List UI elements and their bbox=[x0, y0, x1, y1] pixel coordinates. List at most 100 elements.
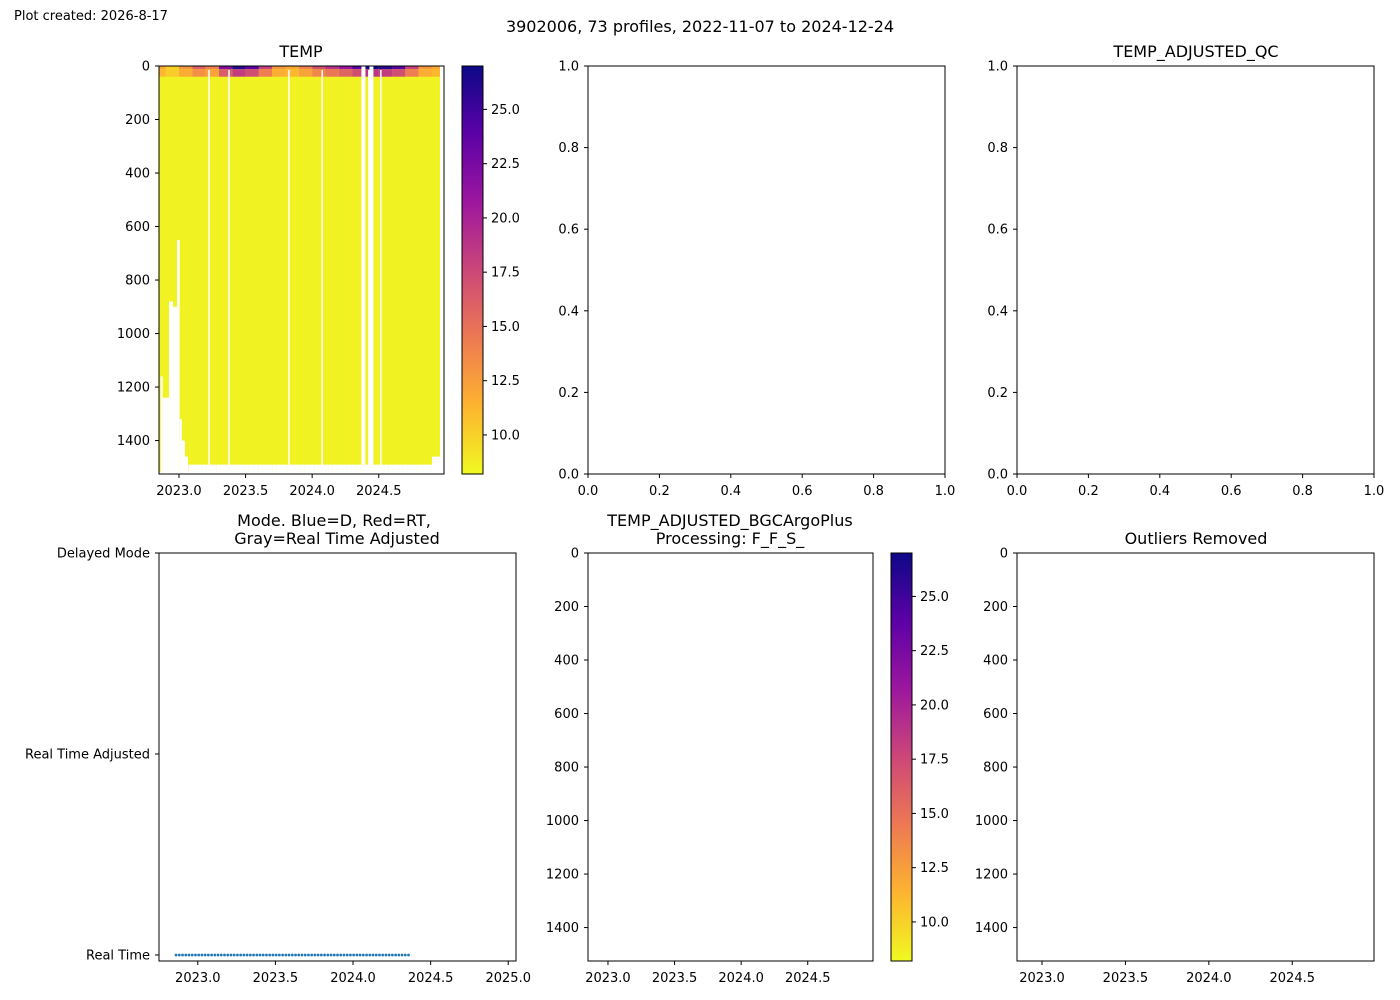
temp-bottom-edge bbox=[370, 464, 375, 474]
y-tick-label: 200 bbox=[554, 600, 579, 615]
bgc-title-line2: Processing: F_F_S_ bbox=[656, 529, 805, 549]
temp-subsurface-cell bbox=[338, 69, 353, 77]
temp-surface-cell bbox=[205, 66, 219, 70]
temp-bottom-edge bbox=[244, 464, 249, 474]
colorbar-tick-label: 15.0 bbox=[491, 320, 520, 335]
temp-bottom-edge bbox=[374, 464, 380, 474]
y-tick-label: 200 bbox=[983, 600, 1008, 615]
temp-data-gap bbox=[162, 397, 169, 474]
mode-point bbox=[374, 953, 378, 957]
temp-bottom-edge bbox=[197, 464, 203, 474]
mode-point bbox=[403, 953, 407, 957]
x-tick-label: 2024.0 bbox=[1186, 971, 1232, 986]
temp-surface-cell bbox=[245, 66, 259, 70]
temp-bottom-edge bbox=[253, 464, 259, 474]
temp-bottom-edge bbox=[346, 464, 352, 474]
figure-suptitle: 3902006, 73 profiles, 2022-11-07 to 2024… bbox=[506, 17, 894, 36]
temp-surface-cell bbox=[258, 66, 273, 70]
mode-point bbox=[336, 953, 339, 957]
temp-adjusted-qc-title: TEMP_ADJUSTED_QC bbox=[1112, 42, 1278, 62]
mode-point bbox=[381, 953, 385, 957]
temp-bottom-edge bbox=[393, 464, 399, 474]
y-tick-label: 1400 bbox=[546, 921, 579, 936]
axes-frame bbox=[158, 552, 517, 962]
mode-point bbox=[255, 953, 259, 957]
temp-missing-profile bbox=[228, 70, 230, 474]
mode-point bbox=[358, 953, 362, 957]
mode-point bbox=[287, 953, 291, 957]
temp-bottom-edge bbox=[290, 464, 296, 474]
colorbar-tick-label: 20.0 bbox=[491, 211, 520, 226]
y-tick-label: 600 bbox=[554, 707, 579, 722]
x-tick-label: 1.0 bbox=[1364, 484, 1385, 499]
mode-point bbox=[184, 953, 188, 957]
mode-point bbox=[290, 953, 294, 957]
temp-surface-cell bbox=[285, 66, 299, 70]
temp-bottom-edge bbox=[384, 464, 389, 474]
temp-bottom-edge bbox=[332, 464, 338, 474]
axes-frame bbox=[158, 65, 445, 475]
mode-point bbox=[258, 953, 262, 957]
temp-bottom-edge bbox=[272, 464, 277, 474]
temp-bottom-edge bbox=[188, 464, 193, 474]
temp-subsurface-cell bbox=[159, 69, 167, 77]
temp-subsurface-cell bbox=[218, 69, 233, 77]
temp-bottom-edge bbox=[230, 464, 235, 474]
y-tick-label: Real Time bbox=[86, 948, 150, 963]
mode-point bbox=[407, 953, 410, 957]
y-tick-label: 1000 bbox=[975, 814, 1008, 829]
temp-bottom-edge bbox=[318, 464, 324, 474]
temp-data-gap bbox=[179, 419, 182, 474]
temp-subsurface-cell bbox=[272, 69, 286, 77]
temp-subsurface-cell bbox=[352, 69, 366, 77]
temp-surface-cell bbox=[325, 66, 339, 70]
x-tick-label: 2024.0 bbox=[330, 971, 376, 986]
temp-missing-profile bbox=[321, 70, 323, 474]
mode-point bbox=[384, 953, 388, 957]
colorbar-tick-label: 12.5 bbox=[491, 374, 520, 389]
y-tick-label: 0.6 bbox=[987, 223, 1008, 238]
mode-point bbox=[332, 953, 336, 957]
temp-bottom-edge bbox=[412, 464, 417, 474]
temp-surface-cell bbox=[352, 66, 366, 70]
x-tick-label: 0.4 bbox=[1149, 484, 1170, 499]
x-tick-label: 2023.0 bbox=[156, 484, 202, 499]
temp-bottom-edge bbox=[258, 464, 263, 474]
temp-subsurface-cell bbox=[245, 69, 259, 77]
mode-point bbox=[284, 953, 288, 957]
mode-point bbox=[174, 953, 178, 957]
mode-point bbox=[329, 953, 333, 957]
mode-point bbox=[303, 953, 307, 957]
mode-point bbox=[194, 953, 197, 957]
mode-point bbox=[313, 953, 317, 957]
x-tick-label: 2024.0 bbox=[289, 484, 335, 499]
mode-point bbox=[245, 953, 249, 957]
mode-point bbox=[190, 953, 194, 957]
axes-frame bbox=[587, 552, 874, 962]
x-tick-label: 2024.5 bbox=[408, 971, 454, 986]
x-tick-label: 2023.5 bbox=[652, 971, 698, 986]
mode-point bbox=[268, 953, 272, 957]
colorbar-tick-label: 22.5 bbox=[920, 644, 949, 659]
mode-point bbox=[368, 953, 372, 957]
colorbar-tick-label: 10.0 bbox=[491, 428, 520, 443]
axes-frame bbox=[1016, 552, 1375, 962]
colorbar-tick-label: 20.0 bbox=[920, 698, 949, 713]
temp-bottom-edge bbox=[328, 464, 333, 474]
x-tick-label: 0.2 bbox=[649, 484, 670, 499]
temp-missing-profile bbox=[368, 70, 370, 474]
mode-point bbox=[213, 953, 217, 957]
temp-data-gap bbox=[361, 66, 366, 474]
temp-bottom-edge bbox=[356, 464, 361, 474]
mode-point bbox=[274, 953, 278, 957]
mode-point bbox=[177, 953, 181, 957]
temp-bottom-edge bbox=[286, 464, 291, 474]
mode-point bbox=[229, 953, 233, 957]
temp-data-gap bbox=[369, 66, 374, 474]
mode-point bbox=[316, 953, 320, 957]
y-tick-label: 800 bbox=[125, 274, 150, 289]
temp-surface-cell bbox=[418, 66, 433, 70]
temp-bottom-edge bbox=[304, 464, 310, 474]
temp-bottom-edge bbox=[337, 464, 343, 474]
y-tick-label: 0.2 bbox=[987, 386, 1008, 401]
